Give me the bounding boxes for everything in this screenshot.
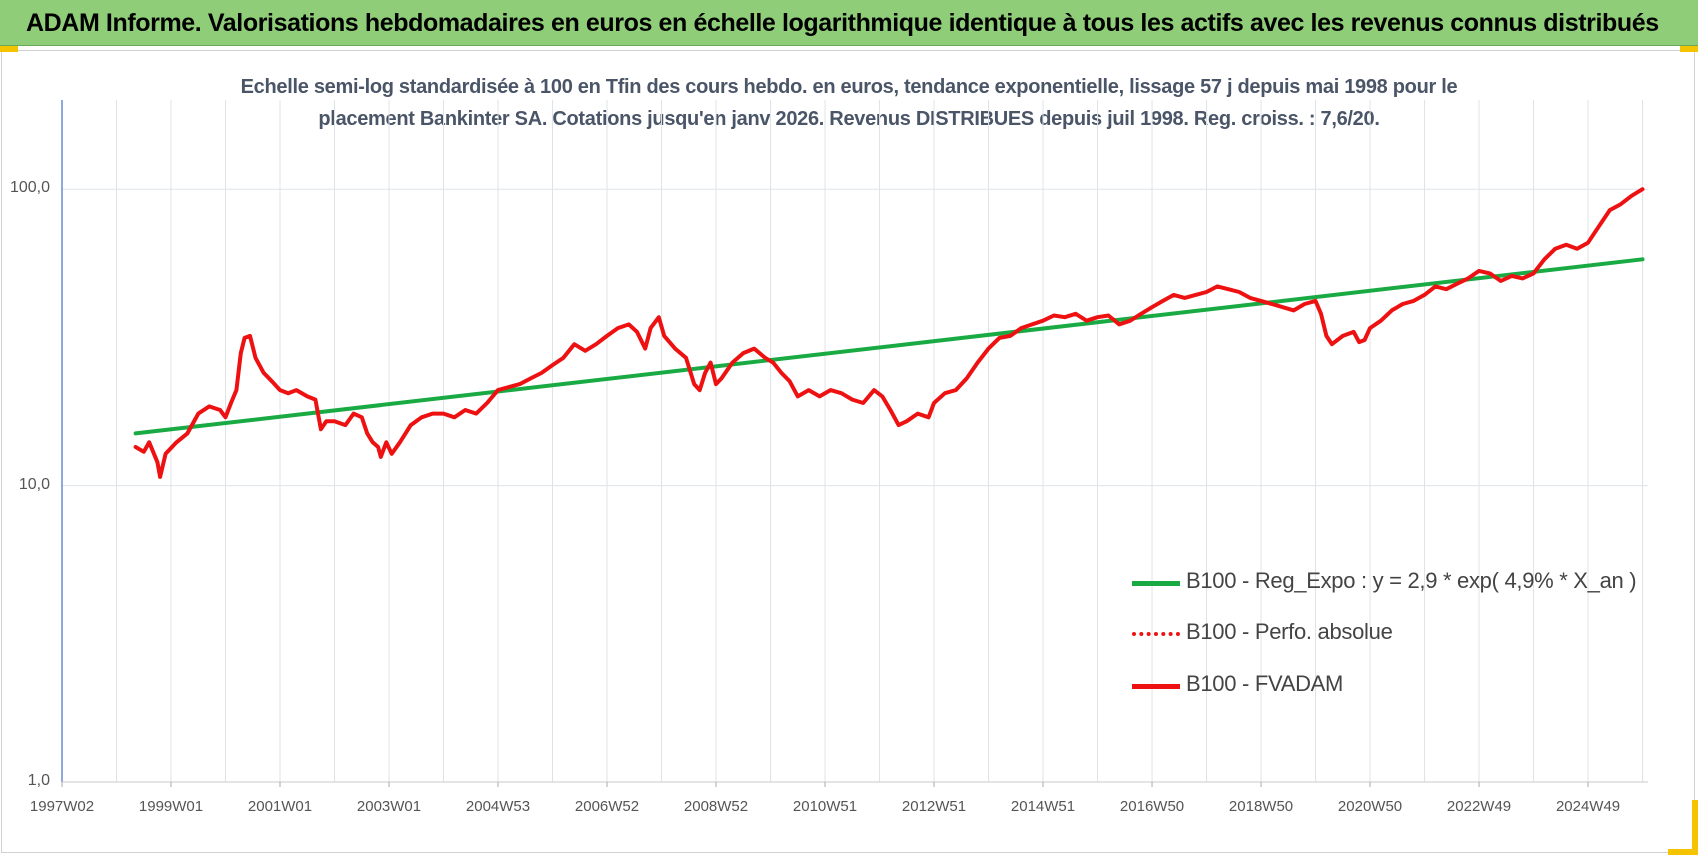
x-tick-label: 2018W50 bbox=[1228, 798, 1294, 815]
x-tick-label: 2004W53 bbox=[465, 798, 531, 815]
x-tick-label: 2022W49 bbox=[1446, 798, 1512, 815]
corner-mark-top-right bbox=[1680, 46, 1698, 52]
y-tick-label: 1,0 bbox=[27, 772, 50, 789]
x-tick-label: 2008W52 bbox=[683, 798, 749, 815]
fvadam-line bbox=[133, 187, 1645, 479]
regression-line bbox=[133, 257, 1645, 436]
corner-mark-bottom-right-vertical bbox=[1692, 800, 1698, 852]
banner-title: ADAM Informe. Valorisations hebdomadaire… bbox=[26, 9, 1659, 37]
legend-label-fvadam: B100 - FVADAM bbox=[1186, 671, 1344, 696]
title-banner: ADAM Informe. Valorisations hebdomadaire… bbox=[0, 0, 1698, 46]
x-tick-label: 1999W01 bbox=[138, 798, 204, 815]
legend-label-regression: B100 - Reg_Expo : y = 2,9 * exp( 4,9% * … bbox=[1186, 568, 1637, 593]
legend-swatch-regression bbox=[1132, 581, 1180, 586]
chart-subtitle-line-2: placement Bankinter SA. Cotations jusqu'… bbox=[318, 108, 1380, 130]
y-tick-label: 100,0 bbox=[9, 179, 50, 197]
x-tick-label: 2003W01 bbox=[356, 798, 422, 815]
x-tick-label: 1997W02 bbox=[29, 798, 95, 815]
legend-swatch-perfo bbox=[1132, 632, 1180, 636]
x-tick-label: 2001W01 bbox=[247, 798, 313, 815]
chart-frame bbox=[1, 50, 1695, 853]
y-tick-label: 10,0 bbox=[18, 475, 50, 493]
corner-mark-bottom-right-horizontal bbox=[1668, 849, 1698, 855]
x-tick-label: 2010W51 bbox=[792, 798, 858, 815]
corner-mark-top-left bbox=[0, 46, 18, 52]
x-tick-label: 2020W50 bbox=[1337, 798, 1403, 815]
chart-subtitle-line-1: Echelle semi-log standardisée à 100 en T… bbox=[240, 76, 1458, 98]
x-tick-label: 2024W49 bbox=[1555, 798, 1621, 815]
legend-label-perfo: B100 - Perfo. absolue bbox=[1186, 619, 1393, 644]
x-tick-label: 2012W51 bbox=[901, 798, 967, 815]
legend-swatch-fvadam bbox=[1132, 684, 1180, 689]
x-tick-label: 2016W50 bbox=[1119, 798, 1185, 815]
x-tick-label: 2014W51 bbox=[1010, 798, 1076, 815]
x-tick-label: 2006W52 bbox=[574, 798, 640, 815]
